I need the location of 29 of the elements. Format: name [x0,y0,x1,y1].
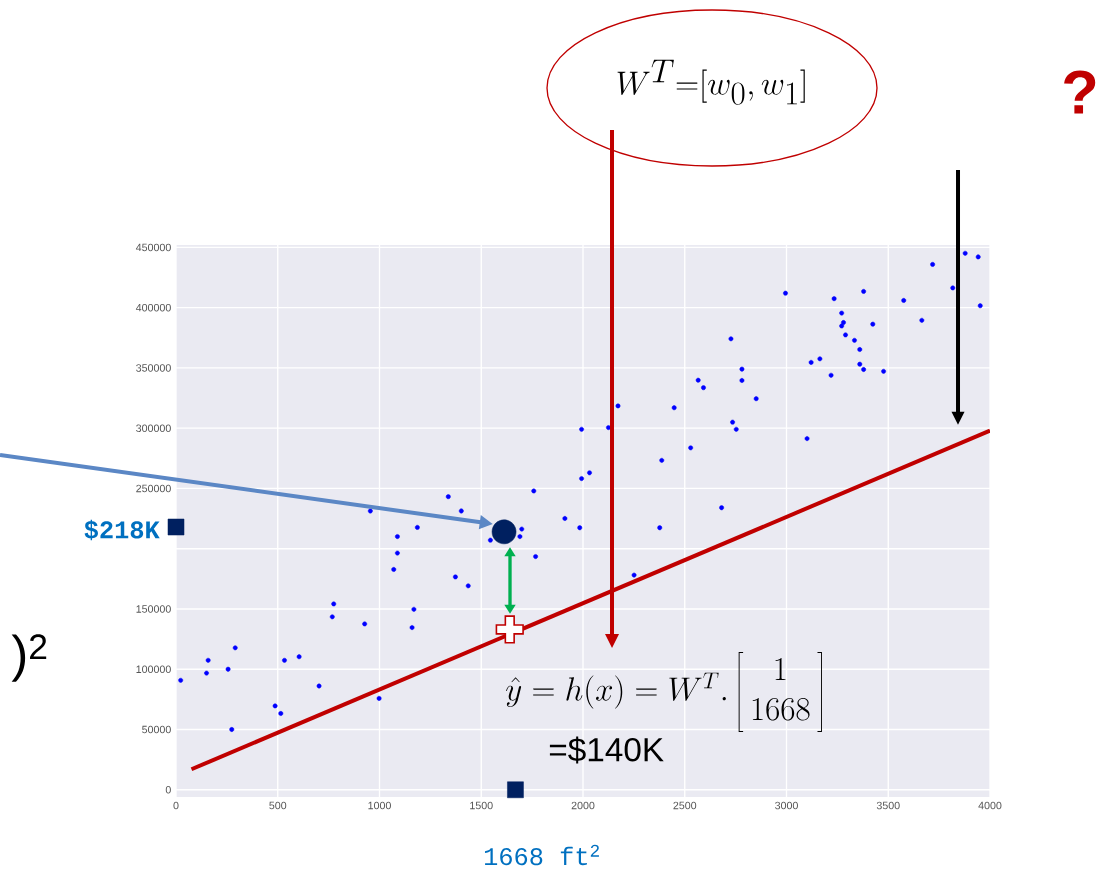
point [167,518,185,536]
text: $W^{T}\mathrm{=}[w_{0},w_{1}]$ [617,59,805,105]
text: 1668 ft$^{2}$ [484,844,599,866]
x-tick-label: 4000 [978,801,1002,810]
x-tick-label: 1500 [470,801,493,810]
annotation: =$140K [549,736,664,764]
point [495,615,524,644]
y-tick-label: 150000 [136,605,171,613]
y-tick-label: 50000 [142,725,171,734]
y-tick-label: 250000 [136,484,171,493]
x-tick-label: 2500 [673,801,697,810]
annotation: $\hat{y} = h(x) = W^{T}.\left[\begin{array}{c}1\\1668\end{array}\right]$ [506,652,822,732]
y-tick-label: 350000 [136,364,171,372]
x-tick-label: 3500 [876,801,900,810]
x-tick-label: 500 [269,801,287,810]
x-tick-label: 1000 [368,801,391,810]
text: $218K [84,519,160,541]
point [507,781,524,799]
y-tick-label: 300000 [136,424,171,432]
point [491,519,517,545]
x-tick-label: 3000 [775,801,798,810]
y-tick-label: 0 [165,786,171,794]
text: )$^{2}$ [11,634,47,682]
text: ? [1064,70,1096,114]
y-tick-label: 100000 [136,665,171,674]
y-tick-label: 400000 [135,303,171,312]
x-tick-label: 2000 [571,801,595,810]
x-tick-label: 0 [173,801,179,810]
y-tick-label: 450000 [135,243,171,252]
